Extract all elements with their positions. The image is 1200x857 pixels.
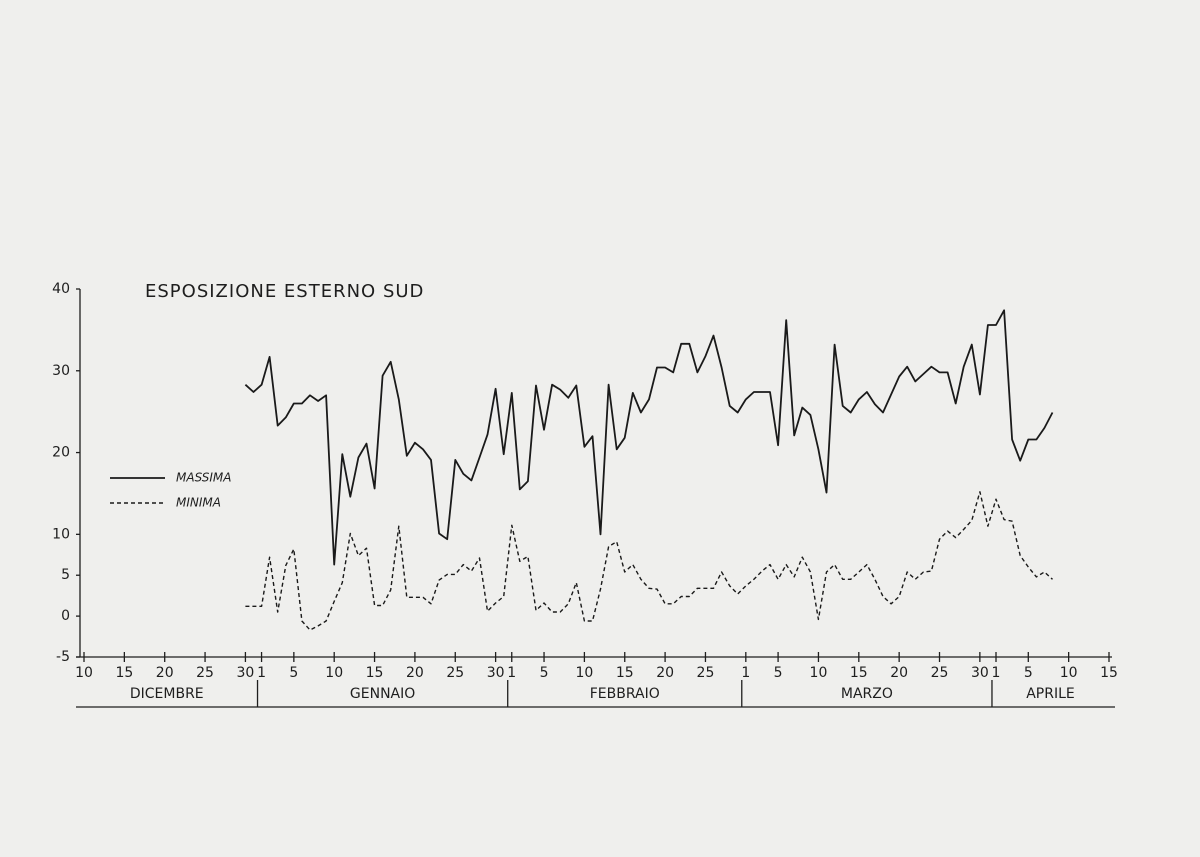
- x-tick-label: 20: [656, 665, 674, 681]
- x-tick-label: 5: [289, 665, 298, 681]
- data-line: [245, 491, 1053, 631]
- x-tick-label: 25: [697, 665, 715, 681]
- x-tick-label: 1: [507, 665, 516, 681]
- y-tick-label: 5: [61, 567, 70, 583]
- x-tick-label: 15: [1100, 665, 1118, 681]
- x-tick-label: 30: [971, 665, 989, 681]
- y-tick-label: 40: [52, 281, 70, 297]
- x-tick-label: 5: [1024, 665, 1033, 681]
- chart-title: ESPOSIZIONE ESTERNO SUD: [145, 281, 424, 302]
- month-label: APRILE: [1026, 686, 1075, 702]
- x-tick-label: 20: [406, 665, 424, 681]
- x-tick-label: 25: [446, 665, 464, 681]
- x-tick-label: 15: [850, 665, 868, 681]
- month-label: GENNAIO: [350, 686, 415, 702]
- x-tick-label: 10: [575, 665, 593, 681]
- y-tick-label: 20: [52, 445, 70, 461]
- x-tick-label: 1: [741, 665, 750, 681]
- x-tick-label: 20: [156, 665, 174, 681]
- x-tick-label: 30: [487, 665, 505, 681]
- legend-label: MINIMA: [176, 496, 221, 510]
- month-label: MARZO: [841, 686, 893, 702]
- x-tick-label: 10: [325, 665, 343, 681]
- data-line: [244, 309, 1054, 566]
- x-tick-label: 10: [810, 665, 828, 681]
- x-tick-label: 15: [616, 665, 634, 681]
- x-tick-label: 5: [540, 665, 549, 681]
- x-tick-label: 25: [196, 665, 214, 681]
- x-tick-label: 10: [75, 665, 93, 681]
- y-tick-label: 10: [52, 526, 70, 542]
- month-label: FEBBRAIO: [590, 686, 660, 702]
- x-tick-label: 30: [237, 665, 255, 681]
- x-tick-label: 10: [1060, 665, 1078, 681]
- y-tick-label: 0: [61, 608, 70, 624]
- x-tick-label: 15: [115, 665, 133, 681]
- legend-label: MASSIMA: [176, 471, 231, 485]
- x-tick-label: 5: [774, 665, 783, 681]
- x-tick-label: 1: [992, 665, 1001, 681]
- x-tick-label: 15: [366, 665, 384, 681]
- x-tick-label: 25: [931, 665, 949, 681]
- y-tick-label: -5: [56, 649, 70, 665]
- x-tick-label: 20: [890, 665, 908, 681]
- y-tick-label: 30: [52, 363, 70, 379]
- x-tick-label: 1: [257, 665, 266, 681]
- month-label: DICEMBRE: [130, 686, 204, 702]
